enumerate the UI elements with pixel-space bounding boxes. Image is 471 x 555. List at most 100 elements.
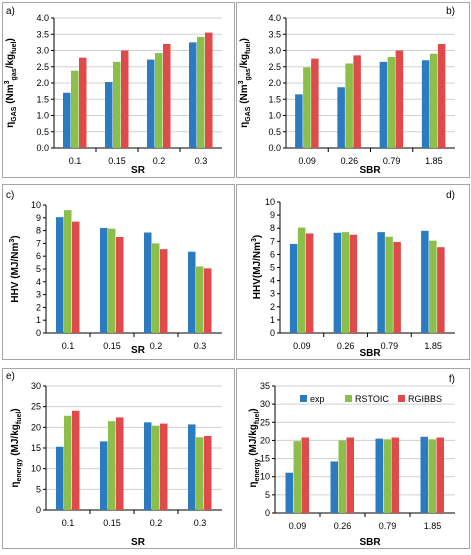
bar-rgibbs: [349, 234, 358, 333]
y-tick-label: 9: [270, 210, 275, 220]
chart-panel-d: 0 1 2 3 4 5 6 7 8 9 10 0.09 0.26 0.79 1.85 d) SBR HHV(MJ/…: [236, 184, 470, 360]
y-axis-label-part: GAS: [11, 106, 18, 122]
legend-swatch-rstoic: [345, 395, 352, 402]
y-axis-label-part: fuel: [245, 41, 252, 54]
panel-label: d): [446, 190, 455, 201]
bar-exp: [188, 424, 196, 510]
x-tick-label: 1.85: [424, 341, 442, 351]
y-axis-label: ηenergy (MJ/kgfuel): [10, 408, 23, 487]
y-tick-label: 4.0: [268, 13, 281, 23]
y-tick-label: 8: [36, 226, 41, 236]
y-tick-label: 2.0: [268, 78, 281, 88]
y-tick-label: 0: [265, 508, 270, 518]
chart-panel-e: 0 5 10 15 20 25 30 0.1 0.15 0.2 0.3 e) SR ηenergy (MJ…: [2, 368, 235, 549]
y-tick-label: 25: [31, 402, 41, 412]
y-tick-label: 10: [260, 472, 270, 482]
y-tick-label: 30: [260, 399, 270, 409]
bar-rgibbs: [437, 247, 445, 333]
bar-exp: [188, 251, 196, 333]
y-tick-label: 0.0: [36, 143, 49, 153]
bar-rstoic: [196, 437, 204, 510]
y-tick-label: 2.5: [36, 62, 49, 72]
bar-rgibbs: [72, 221, 80, 333]
y-tick-label: 7: [36, 238, 41, 248]
y-axis-label-part: 3: [251, 238, 258, 242]
x-tick-label: 0.79: [381, 341, 399, 351]
y-axis-label-part: (MJ/Nm: [252, 242, 263, 278]
y-tick-label: 7: [270, 236, 275, 246]
y-axis-label-part: energy: [16, 458, 23, 481]
y-axis-label-part: (MJ/Nm: [10, 243, 21, 282]
panel-label: b): [446, 6, 455, 17]
y-axis-label-part: gas: [11, 68, 18, 80]
y-axis-label: ηGAS (Nm3gas/kgfuel): [4, 38, 18, 128]
y-tick-label: 3: [270, 289, 275, 299]
bar-rstoic: [429, 240, 437, 333]
panel-label: e): [6, 371, 15, 382]
y-tick-label: 4: [36, 277, 41, 287]
bar-rgibbs: [160, 249, 168, 333]
y-tick-label: 3.0: [36, 46, 49, 56]
y-tick-label: 3: [36, 290, 41, 300]
bar-exp: [337, 87, 345, 148]
x-axis-label: SBR: [359, 348, 381, 359]
x-tick-label: 0.15: [103, 518, 121, 528]
bar-rstoic: [303, 67, 311, 148]
bar-exp: [289, 243, 298, 333]
bar-rstoic: [113, 61, 121, 148]
y-tick-label: 2: [36, 302, 41, 312]
y-axis-label-part: η: [10, 482, 21, 488]
legend-label-exp: exp: [310, 394, 325, 404]
bar-exp: [377, 232, 385, 333]
y-axis-label-part: (Nm: [239, 84, 250, 106]
bar-rstoic: [152, 243, 160, 333]
y-tick-label: 20: [31, 422, 41, 432]
y-axis-label-part: (MJ/kg: [248, 424, 259, 458]
legend: exp RSTOIC RGIBBS: [300, 394, 442, 404]
y-axis-label-part: ): [239, 38, 250, 41]
y-axis-label: ηGAS (Nm3gas/kgfuel): [238, 38, 252, 128]
y-tick-label: 2: [270, 302, 275, 312]
bar-exp: [105, 82, 113, 148]
y-axis-label-part: 3: [238, 80, 245, 84]
bar-rstoic: [428, 439, 436, 513]
y-axis-label-part: fuel: [11, 41, 18, 54]
x-tick-label: 1.85: [425, 156, 443, 166]
bar-exp: [144, 232, 152, 333]
y-axis-label-part: ): [10, 235, 21, 238]
bar-exp: [63, 92, 71, 148]
y-axis-label-part: fuel: [16, 412, 23, 425]
bar-exp: [420, 436, 428, 513]
y-axis-label-part: 3: [9, 239, 16, 243]
bar-rstoic: [197, 36, 205, 148]
x-tick-label: 0.2: [150, 518, 163, 528]
y-tick-label: 30: [31, 381, 41, 391]
y-axis-label-part: (MJ/kg: [10, 424, 21, 458]
y-axis-label-part: 3: [4, 80, 11, 84]
bar-rstoic: [64, 210, 72, 333]
bar-exp: [100, 441, 108, 510]
y-tick-label: 5: [265, 490, 270, 500]
panel-label: c): [6, 190, 14, 201]
y-axis-label-part: HHV: [10, 281, 21, 302]
bar-rgibbs: [393, 241, 401, 333]
bar-exp: [56, 446, 64, 510]
bar-exp: [189, 42, 197, 148]
y-tick-label: 3.5: [36, 29, 49, 39]
x-tick-label: 0.26: [334, 521, 352, 531]
y-tick-label: 1.0: [268, 111, 281, 121]
x-axis-label: SBR: [359, 165, 381, 176]
bar-rgibbs: [301, 437, 309, 513]
y-tick-label: 35: [260, 381, 270, 391]
y-axis-label-part: energy: [254, 458, 261, 481]
bar-rstoic: [108, 228, 116, 333]
bar-rgibbs: [116, 237, 124, 333]
chart-panel-b: 0.0 0.5 1.0 1.5 2.0 2.5 3.0 3.5 4.0 0.09 0.26 0.79 1…: [236, 2, 470, 178]
y-axis-label-part: /kg: [5, 54, 16, 68]
x-tick-label: 0.26: [337, 341, 355, 351]
y-tick-label: 10: [265, 197, 275, 207]
bar-exp: [330, 461, 338, 513]
bar-rstoic: [293, 441, 301, 513]
chart-panel-a: 0.0 0.5 1.0 1.5 2.0 2.5 3.0 3.5 4.0 0.1 0.15 0.2 0.3…: [2, 2, 235, 178]
